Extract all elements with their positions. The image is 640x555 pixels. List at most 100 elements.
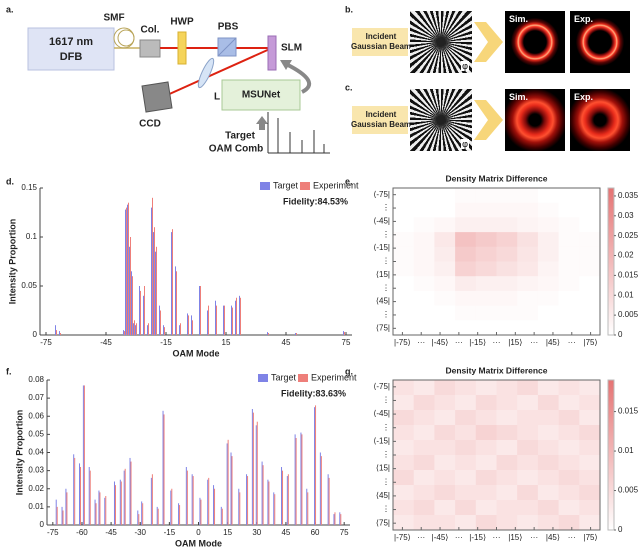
bar	[131, 271, 132, 335]
x-tick-label: -30	[134, 528, 146, 537]
heatmap-cell	[393, 246, 414, 262]
input-beam	[352, 28, 408, 56]
heatmap-cell	[558, 276, 580, 292]
y-tick-label: ⟨15|	[376, 270, 390, 279]
lens	[197, 57, 215, 89]
heatmap-cell	[475, 455, 497, 471]
x-tick-label: -75	[40, 338, 52, 347]
bar	[179, 505, 181, 525]
bar	[130, 461, 132, 525]
heatmap-cell	[434, 232, 456, 248]
heatmap-cell	[579, 261, 601, 277]
heatmap-cell	[496, 485, 518, 501]
y-tick-label: ⋮	[382, 396, 390, 405]
heatmap-cell	[393, 217, 414, 233]
heatmap-cell	[393, 261, 414, 277]
bar	[235, 300, 236, 335]
bar	[74, 457, 76, 525]
colorbar-tick-label: 0.03	[618, 211, 634, 220]
heatmap-cell	[455, 217, 477, 233]
bar	[239, 492, 241, 525]
beam	[164, 47, 273, 97]
heatmap-cell	[413, 320, 435, 336]
legend-swatch	[298, 374, 308, 382]
heatmap-cell	[475, 276, 497, 292]
bar	[129, 457, 131, 525]
bar	[200, 286, 201, 335]
heatmap-cell	[393, 485, 414, 501]
heatmap-cell	[413, 425, 435, 441]
heatmap-cell	[455, 515, 477, 531]
heatmap-cell	[455, 261, 477, 277]
heatmap-cell	[455, 455, 477, 471]
heatmap-cell	[517, 395, 539, 411]
fiber-coil	[117, 29, 135, 47]
x-tick-label: |15⟩	[508, 533, 522, 542]
heatmap-cell	[496, 202, 518, 218]
bar	[132, 276, 133, 335]
heatmap-cell	[579, 290, 601, 306]
heatmap-cell	[413, 290, 435, 306]
bar	[261, 461, 263, 525]
x-tick-label: |-75⟩	[394, 338, 411, 347]
bar	[268, 333, 269, 335]
heatmap-cell	[475, 440, 497, 456]
x-tick-label: 30	[252, 528, 261, 537]
panel-label: c.	[345, 82, 353, 92]
heatmap-cell	[393, 395, 414, 411]
heatmap-cell	[579, 217, 601, 233]
heatmap-cell	[475, 485, 497, 501]
ccd	[141, 81, 173, 113]
smf-label: SMF	[103, 13, 124, 24]
heatmap-cell	[475, 410, 497, 426]
y-tick-label: ⋮	[382, 450, 390, 459]
bar	[89, 470, 91, 525]
pbs-label: PBS	[218, 22, 239, 33]
heatmap-cell	[579, 485, 601, 501]
heatmap-cell	[558, 188, 580, 203]
heatmap-cell	[413, 500, 435, 516]
bar	[267, 332, 268, 335]
bar	[255, 425, 257, 525]
y-tick-label: ⋮	[382, 477, 390, 486]
y-tick-label: ⟨45|	[376, 491, 390, 500]
bar	[156, 506, 158, 525]
heatmap-cell	[537, 276, 559, 292]
heatmap-cell	[455, 246, 477, 262]
heatmap-cell	[537, 217, 559, 233]
bar	[207, 310, 208, 335]
y-tick-label: ⟨15|	[376, 464, 390, 473]
slm-label: SLM	[281, 43, 302, 54]
heatmap-cell	[496, 455, 518, 471]
lens-label: L	[214, 92, 220, 103]
bar	[186, 470, 188, 525]
heatmap-cell	[517, 425, 539, 441]
y-tick-label: 0	[40, 520, 45, 529]
heatmap-cell	[537, 470, 559, 486]
colorbar-tick-label: 0.005	[618, 486, 639, 495]
bar	[246, 474, 248, 525]
heatmap-cell	[475, 232, 497, 248]
heatmap-cell	[393, 470, 414, 486]
colorbar-tick-label: 0.01	[618, 290, 634, 299]
heatmap-cell	[517, 305, 539, 321]
phase-label: φ	[461, 61, 469, 71]
bar	[267, 479, 269, 525]
sim-label: Sim.	[509, 14, 529, 24]
bar	[319, 452, 321, 525]
y-tick-label: 0.05	[28, 429, 44, 438]
laser-box	[27, 27, 115, 71]
bar	[239, 295, 240, 335]
heatmap-cell	[393, 425, 414, 441]
x-tick-label: -75	[47, 528, 59, 537]
heatmap-cell	[558, 425, 580, 441]
heatmap-cell	[393, 188, 414, 203]
heatmap-cell	[475, 320, 497, 336]
heatmap-cell	[455, 276, 477, 292]
bar	[315, 405, 317, 525]
bar	[62, 510, 64, 525]
heatmap-cell	[537, 290, 559, 306]
heatmap-cell	[475, 202, 497, 218]
input-beam	[352, 106, 408, 134]
heatmap-cell	[579, 440, 601, 456]
